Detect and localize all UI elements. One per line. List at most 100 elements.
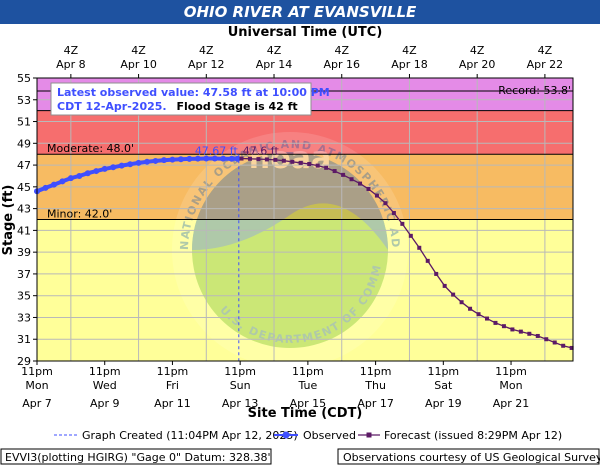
observed-point xyxy=(177,156,184,163)
forecast-point xyxy=(468,306,473,311)
moderate-label: Moderate: 48.0' xyxy=(47,142,134,155)
y-tick-label: 53 xyxy=(17,94,31,107)
band-below xyxy=(37,219,573,361)
chart-title: OHIO RIVER AT EVANSVILLE xyxy=(0,0,600,24)
observed-point xyxy=(118,162,125,169)
forecast-point xyxy=(569,345,574,350)
legend-forecast-marker xyxy=(366,432,372,438)
bottom-tick-time: 11pm xyxy=(224,365,256,378)
forecast-point xyxy=(417,245,422,250)
y-tick-label: 41 xyxy=(17,224,31,237)
observed-point xyxy=(186,155,193,162)
top-tick-time: 4Z xyxy=(267,44,282,57)
observed-point xyxy=(127,161,134,168)
bottom-tick-weekday: Sat xyxy=(434,379,453,392)
top-tick-time: 4Z xyxy=(402,44,417,57)
legend: Graph Created (11:04PM Apr 12, 2025) Obs… xyxy=(54,429,562,442)
bottom-tick-weekday: Wed xyxy=(93,379,117,392)
bottom-tick-date: Apr 21 xyxy=(493,397,530,410)
top-tick-time: 4Z xyxy=(199,44,214,57)
bottom-tick-weekday: Sun xyxy=(230,379,251,392)
legend-observed-label: Observed xyxy=(303,429,356,442)
top-axis-label: Universal Time (UTC) xyxy=(228,25,383,40)
observed-point xyxy=(135,159,142,166)
observed-point xyxy=(84,170,91,177)
forecast-point xyxy=(374,193,379,198)
bottom-tick-weekday: Fri xyxy=(166,379,179,392)
forecast-point xyxy=(408,233,413,238)
top-tick-date: Apr 14 xyxy=(256,58,293,71)
watermark-ring xyxy=(172,132,408,368)
forecast-point xyxy=(247,156,252,161)
top-tick-date: Apr 20 xyxy=(459,58,496,71)
top-tick-date: Apr 22 xyxy=(527,58,564,71)
forecast-point xyxy=(315,163,320,168)
watermark-bird xyxy=(192,152,388,250)
forecast-point xyxy=(273,157,278,162)
bottom-tick-time: 11pm xyxy=(89,365,121,378)
forecast-point xyxy=(552,340,557,345)
y-tick-label: 39 xyxy=(17,246,31,259)
forecast-point xyxy=(476,312,481,317)
forecast-point xyxy=(501,324,506,329)
forecast-series-line xyxy=(241,157,572,349)
bottom-tick-time: 11pm xyxy=(360,365,392,378)
legend-forecast-label: Forecast (issued 8:29PM Apr 12) xyxy=(384,429,562,442)
y-axis-label: Stage (ft) xyxy=(1,185,16,256)
observed-point xyxy=(220,155,227,162)
bottom-tick-date: Apr 19 xyxy=(425,397,462,410)
bottom-tick-date: Apr 15 xyxy=(290,397,327,410)
observed-point xyxy=(67,175,74,182)
bottom-tick-weekday: Mon xyxy=(25,379,48,392)
observed-point xyxy=(110,164,117,171)
top-tick-date: Apr 8 xyxy=(56,58,86,71)
band-moderate xyxy=(37,110,573,155)
forecast-point xyxy=(281,158,286,163)
forecast-point xyxy=(239,156,244,161)
forecast-point xyxy=(434,271,439,276)
y-axis-ticks: 29 31 33 35 37 39 41 43 45 47 49 51 53 55 xyxy=(17,72,37,368)
y-tick-label: 37 xyxy=(17,268,31,281)
footer-datum-text: EVVI3(plotting HGIRG) "Gage 0" Datum: 32… xyxy=(5,451,270,464)
annotation-box xyxy=(50,82,312,116)
bottom-tick-time: 11pm xyxy=(157,365,189,378)
observed-point xyxy=(169,156,176,163)
observed-series-points xyxy=(34,155,241,195)
y-tick-label: 35 xyxy=(17,290,31,303)
forecast-point xyxy=(442,283,447,288)
forecast-point xyxy=(383,201,388,206)
latest-observation-annotation: Latest observed value: 47.58 ft at 10:00… xyxy=(50,82,330,116)
minor-label: Minor: 42.0' xyxy=(47,208,112,221)
y-tick-label: 47 xyxy=(17,159,31,172)
observed-point xyxy=(59,178,66,185)
observed-point xyxy=(160,157,167,164)
forecast-point xyxy=(561,343,566,348)
top-tick-date: Apr 16 xyxy=(323,58,360,71)
annotation-line-1: Latest observed value: 47.58 ft at 10:00… xyxy=(57,86,330,99)
forecast-point xyxy=(264,157,269,162)
top-tick-time: 4Z xyxy=(538,44,553,57)
bottom-tick-date: Apr 9 xyxy=(90,397,120,410)
observed-point xyxy=(42,184,49,191)
observed-point xyxy=(50,181,57,188)
observed-point xyxy=(211,155,218,162)
bottom-tick-time: 11pm xyxy=(21,365,53,378)
observed-point xyxy=(234,155,241,162)
bottom-tick-weekday: Tue xyxy=(297,379,317,392)
forecast-point xyxy=(366,187,371,192)
forecast-point xyxy=(341,172,346,177)
forecast-point xyxy=(307,161,312,166)
bottom-tick-date: Apr 11 xyxy=(154,397,191,410)
observed-point xyxy=(76,172,83,179)
record-label: Record: 53.8' xyxy=(498,84,571,97)
y-tick-label: 51 xyxy=(17,116,31,129)
footer-credit-text: Observations courtesy of US Geological S… xyxy=(343,451,600,464)
bottom-tick-weekday: Mon xyxy=(499,379,522,392)
top-tick-date: Apr 12 xyxy=(188,58,225,71)
observed-point xyxy=(101,165,108,172)
forecast-point xyxy=(391,210,396,215)
forecast-point xyxy=(493,320,498,325)
bottom-tick-date: Apr 13 xyxy=(222,397,259,410)
top-tick-time: 4Z xyxy=(334,44,349,57)
